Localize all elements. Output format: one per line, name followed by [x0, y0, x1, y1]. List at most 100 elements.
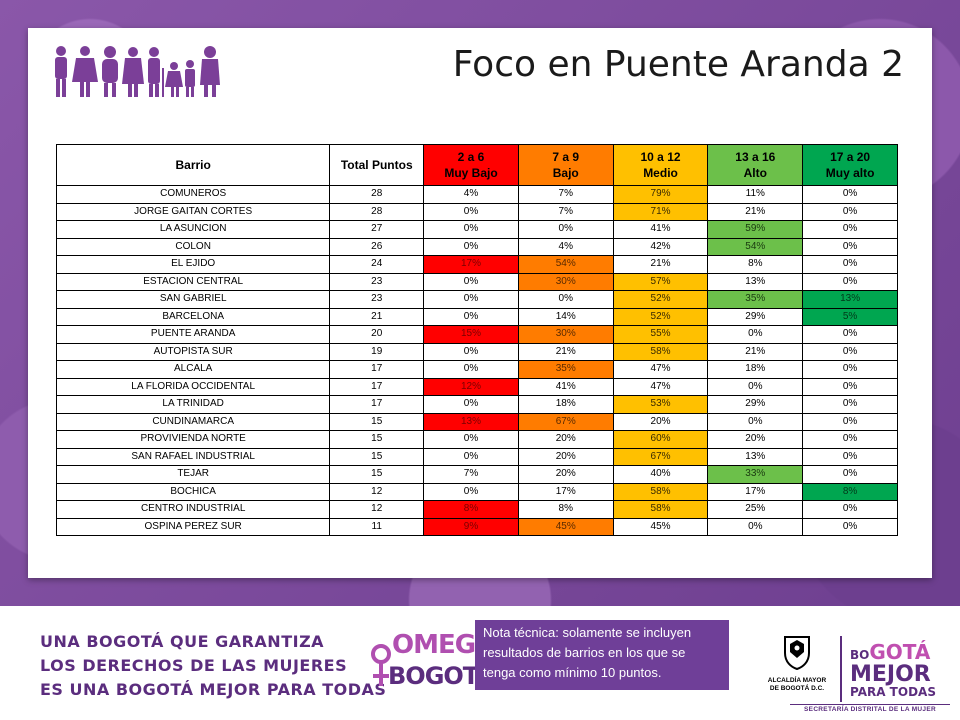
cell-percent: 54%	[707, 237, 804, 256]
bogota-small: BO	[850, 648, 870, 662]
cell-percent: 12%	[423, 377, 519, 396]
alcaldia-text: ALCALDÍA MAYOR DE BOGOTÁ D.C.	[766, 677, 828, 693]
cell-percent: 0%	[802, 255, 898, 274]
cell-total-puntos: 17	[329, 395, 425, 414]
cell-percent: 0%	[423, 290, 519, 309]
cell-percent: 20%	[707, 430, 804, 449]
omeg-logo: OMEG BOGOTÁ	[370, 628, 495, 698]
cell-percent: 20%	[517, 465, 614, 484]
cell-percent: 0%	[517, 290, 614, 309]
cell-percent: 52%	[612, 307, 709, 326]
secretaria-text: SECRETARÍA DISTRITAL DE LA MUJER	[790, 704, 950, 716]
cell-percent: 0%	[423, 395, 519, 414]
cell-percent: 0%	[802, 272, 898, 291]
cell-percent: 0%	[802, 237, 898, 256]
cell-percent: 21%	[707, 342, 804, 361]
cell-percent: 0%	[423, 482, 519, 501]
header-label: Muy alto	[825, 166, 875, 180]
cell-percent: 13%	[707, 447, 804, 466]
header-barrio: Barrio	[55, 144, 331, 186]
cell-total-puntos: 12	[329, 500, 425, 519]
footer: UNA BOGOTÁ QUE GARANTIZA LOS DERECHOS DE…	[0, 606, 960, 720]
cell-percent: 47%	[612, 360, 709, 379]
venus-symbol-icon	[371, 644, 391, 686]
table-body: COMUNEROS 28 4% 7% 79% 11% 0% JORGE GAITAN CORT…	[55, 185, 898, 536]
cell-percent: 5%	[802, 307, 898, 326]
cell-percent: 0%	[802, 500, 898, 519]
cell-percent: 7%	[517, 202, 614, 221]
cell-percent: 40%	[612, 465, 709, 484]
cell-total-puntos: 20	[329, 325, 425, 344]
cell-percent: 7%	[517, 185, 614, 204]
cell-total-puntos: 17	[329, 360, 425, 379]
table-row: JORGE GAITAN CORTES 28 0% 7% 71% 21% 0%	[55, 202, 898, 221]
cell-percent: 17%	[423, 255, 519, 274]
cell-percent: 14%	[517, 307, 614, 326]
cell-total-puntos: 21	[329, 307, 425, 326]
alcaldia-logo: ALCALDÍA MAYOR DE BOGOTÁ D.C.	[766, 634, 828, 710]
cell-percent: 11%	[707, 185, 804, 204]
cell-percent: 8%	[517, 500, 614, 519]
cell-percent: 0%	[802, 412, 898, 431]
cell-barrio: COMUNEROS	[55, 185, 331, 204]
cell-barrio: COLON	[55, 237, 331, 256]
header-bajo: 7 a 9 Bajo	[517, 144, 614, 186]
header-label: Medio	[643, 166, 678, 180]
para-todas-word: PARA TODAS	[850, 685, 936, 699]
cell-percent: 8%	[802, 482, 898, 501]
table-header-row: Barrio Total Puntos 2 a 6 Muy Bajo 7 a 9 B…	[55, 144, 898, 186]
table-row: SAN GABRIEL 23 0% 0% 52% 35% 13%	[55, 290, 898, 309]
cell-total-puntos: 11	[329, 517, 425, 536]
cell-percent: 33%	[707, 465, 804, 484]
cell-percent: 0%	[802, 430, 898, 449]
header-range: 17 a 20	[830, 150, 871, 164]
cell-percent: 0%	[707, 377, 804, 396]
header-range: 10 a 12	[640, 150, 681, 164]
table-row: BOCHICA 12 0% 17% 58% 17% 8%	[55, 482, 898, 501]
cell-percent: 58%	[612, 500, 709, 519]
omeg-text: OMEG	[392, 630, 476, 660]
cell-percent: 60%	[612, 430, 709, 449]
cell-percent: 0%	[423, 272, 519, 291]
cell-barrio: BARCELONA	[55, 307, 331, 326]
cell-barrio: BOCHICA	[55, 482, 331, 501]
cell-percent: 13%	[802, 290, 898, 309]
cell-percent: 0%	[802, 342, 898, 361]
cell-percent: 0%	[423, 202, 519, 221]
table-row: OSPINA PEREZ SUR 11 9% 45% 45% 0% 0%	[55, 517, 898, 536]
cell-percent: 30%	[517, 272, 614, 291]
alcaldia-line: DE BOGOTÁ D.C.	[769, 685, 825, 692]
slogan-line: LOS DERECHOS DE LAS MUJERES	[40, 656, 348, 675]
cell-percent: 42%	[612, 237, 709, 256]
header-range: 13 a 16	[735, 150, 776, 164]
cell-percent: 4%	[517, 237, 614, 256]
cell-barrio: TEJAR	[55, 465, 331, 484]
cell-barrio: SAN RAFAEL INDUSTRIAL	[55, 447, 331, 466]
cell-percent: 0%	[517, 220, 614, 239]
table-row: CENTRO INDUSTRIAL 12 8% 8% 58% 25% 0%	[55, 500, 898, 519]
cell-barrio: OSPINA PEREZ SUR	[55, 517, 331, 536]
table-row: AUTOPISTA SUR 19 0% 21% 58% 21% 0%	[55, 342, 898, 361]
table-row: EL EJIDO 24 17% 54% 21% 8% 0%	[55, 255, 898, 274]
cell-total-puntos: 17	[329, 377, 425, 396]
header-range: 2 a 6	[457, 150, 485, 164]
cell-barrio: LA TRINIDAD	[55, 395, 331, 414]
cell-percent: 79%	[612, 185, 709, 204]
cell-percent: 0%	[802, 517, 898, 536]
cell-percent: 0%	[802, 465, 898, 484]
cell-percent: 58%	[612, 482, 709, 501]
cell-percent: 0%	[802, 325, 898, 344]
cell-percent: 25%	[707, 500, 804, 519]
cell-barrio: LA FLORIDA OCCIDENTAL	[55, 377, 331, 396]
header-total-puntos: Total Puntos	[329, 144, 425, 186]
cell-percent: 0%	[423, 220, 519, 239]
table-row: BARCELONA 21 0% 14% 52% 29% 5%	[55, 307, 898, 326]
cell-percent: 13%	[423, 412, 519, 431]
cell-percent: 57%	[612, 272, 709, 291]
cell-total-puntos: 19	[329, 342, 425, 361]
cell-percent: 67%	[517, 412, 614, 431]
header-medio: 10 a 12 Medio	[612, 144, 709, 186]
cell-percent: 67%	[612, 447, 709, 466]
cell-barrio: SAN GABRIEL	[55, 290, 331, 309]
cell-percent: 0%	[802, 377, 898, 396]
